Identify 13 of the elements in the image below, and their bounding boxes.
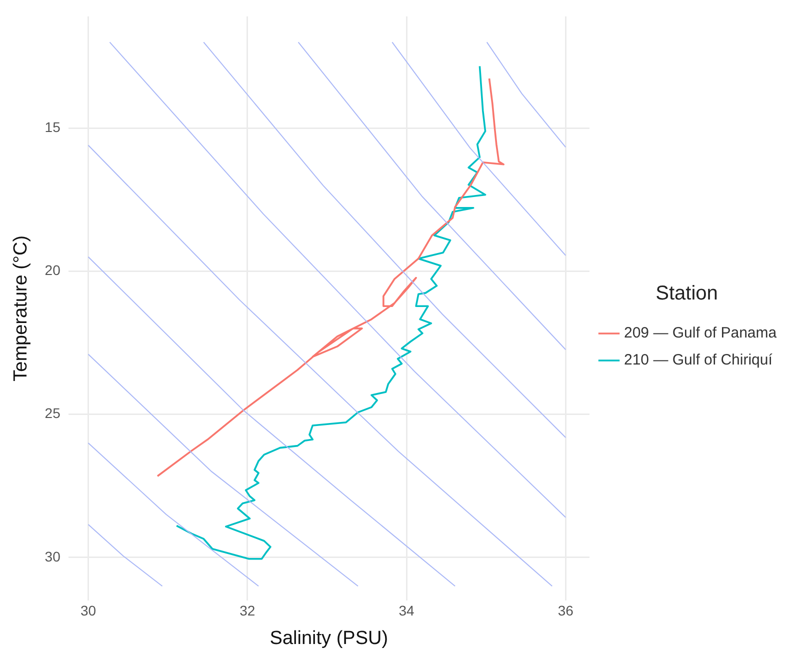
legend-title: Station	[656, 282, 718, 305]
y-tick-label: 25	[44, 405, 61, 422]
x-tick-label: 34	[398, 602, 415, 619]
y-tick-label: 20	[44, 262, 61, 278]
x-tick-label: 36	[558, 602, 574, 619]
y-tick-label: 15	[44, 118, 61, 135]
x-tick-label: 32	[240, 602, 256, 619]
y-tick-label: 30	[44, 548, 61, 564]
x-tick-label: 30	[80, 602, 96, 619]
legend-label: 209 — Gulf of Panama	[624, 324, 778, 342]
legend-label: 210 — Gulf of Chiriquí	[624, 352, 774, 369]
y-axis-title: Temperature (°C)	[10, 235, 32, 382]
x-axis-title: Salinity (PSU)	[270, 628, 388, 649]
